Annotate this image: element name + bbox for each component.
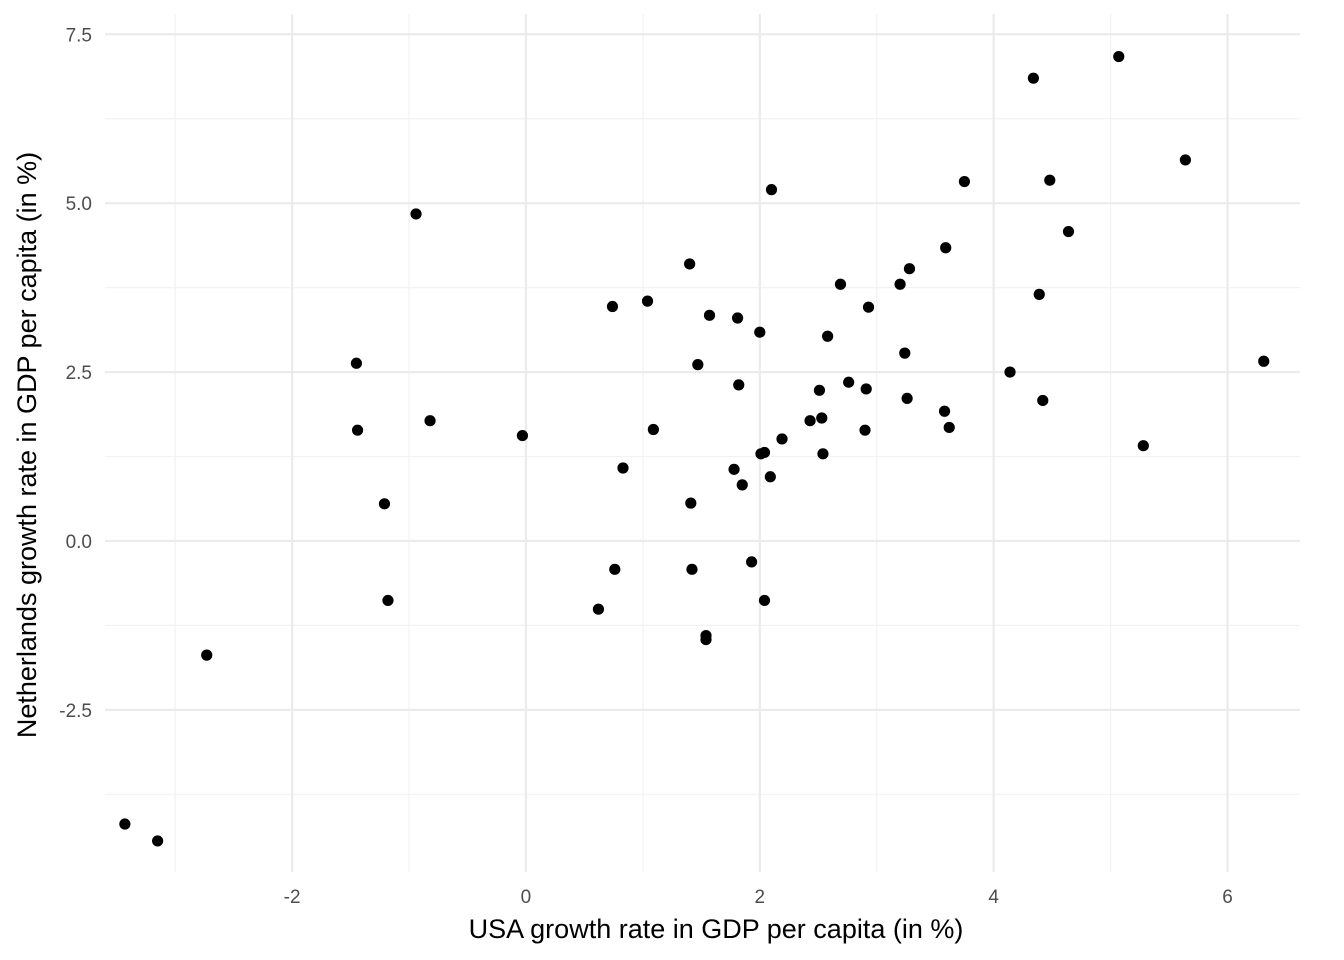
y-axis-tick-labels: -2.5 0.0 2.5 5.0 7.5	[59, 25, 92, 722]
data-point	[703, 309, 716, 321]
data-point	[862, 301, 875, 313]
data-point	[758, 446, 771, 459]
data-point	[894, 278, 906, 290]
data-point	[817, 448, 829, 460]
data-point	[684, 258, 696, 270]
data-point	[758, 594, 771, 607]
data-point	[1004, 366, 1016, 378]
data-point	[804, 415, 816, 427]
x-tick-label: -2	[284, 887, 301, 908]
data-point	[692, 359, 704, 371]
data-point	[843, 376, 855, 388]
data-point	[746, 556, 758, 568]
data-points	[119, 50, 1270, 847]
data-point	[731, 312, 744, 324]
data-point	[1137, 440, 1149, 452]
data-point	[736, 479, 748, 491]
data-point	[754, 326, 766, 338]
data-point	[152, 835, 164, 847]
y-tick-label: 5.0	[66, 194, 92, 215]
data-point	[516, 429, 529, 442]
data-point	[1179, 154, 1192, 166]
data-point	[940, 242, 952, 254]
data-point	[700, 633, 712, 646]
data-point	[592, 603, 605, 615]
data-point	[686, 563, 698, 575]
y-tick-label: 2.5	[66, 363, 92, 384]
data-point	[813, 384, 826, 396]
data-point	[1027, 72, 1040, 84]
data-point	[685, 497, 697, 509]
data-point	[1062, 225, 1075, 238]
data-point	[860, 383, 872, 395]
data-point	[943, 421, 955, 434]
data-point	[816, 412, 828, 424]
data-point	[899, 347, 911, 359]
data-point	[1033, 288, 1045, 300]
y-tick-label: -2.5	[59, 701, 92, 722]
y-tick-label: 7.5	[66, 25, 92, 46]
data-point	[958, 175, 971, 188]
data-point	[410, 208, 422, 220]
data-point	[1258, 355, 1270, 367]
data-point	[351, 424, 364, 436]
data-point	[119, 818, 131, 830]
data-point	[859, 424, 871, 436]
data-point	[822, 330, 834, 342]
x-axis-tick-labels: -2 0 2 4 6	[284, 887, 1233, 908]
major-gridlines	[105, 14, 1300, 872]
data-point	[834, 278, 847, 290]
data-point	[776, 433, 788, 445]
data-point	[424, 415, 436, 427]
data-point	[1037, 394, 1049, 407]
data-point	[901, 392, 913, 405]
data-point	[903, 263, 916, 275]
data-point	[617, 462, 629, 474]
x-tick-label: 2	[755, 887, 766, 908]
y-axis-title: Netherlands growth rate in GDP per capit…	[12, 152, 42, 738]
data-point	[641, 295, 654, 307]
x-axis-title: USA growth rate in GDP per capita (in %)	[469, 914, 964, 944]
y-tick-label: 0.0	[66, 532, 92, 553]
x-tick-label: 6	[1222, 887, 1233, 908]
data-point	[378, 498, 391, 510]
x-tick-label: 4	[988, 887, 999, 908]
data-point	[382, 594, 394, 607]
data-point	[765, 184, 778, 196]
data-point	[647, 423, 659, 436]
minor-gridlines	[105, 14, 1300, 872]
data-point	[1044, 174, 1056, 186]
data-point	[609, 563, 621, 575]
data-point	[938, 405, 951, 417]
data-point	[728, 463, 740, 475]
data-point	[350, 357, 362, 369]
data-point	[606, 300, 619, 313]
data-point	[764, 471, 776, 483]
data-point	[733, 379, 745, 391]
data-point	[201, 649, 213, 661]
data-point	[1113, 50, 1125, 63]
x-tick-label: 0	[521, 887, 532, 908]
